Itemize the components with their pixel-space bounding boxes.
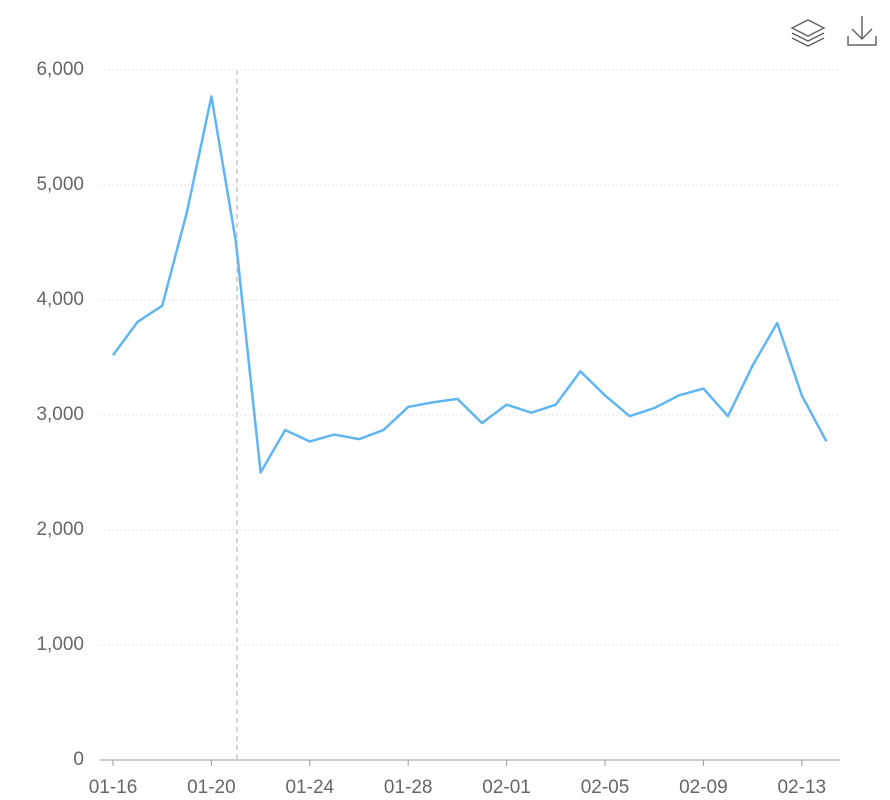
y-tick-label: 4,000 — [36, 289, 84, 310]
y-tick-label: 0 — [73, 749, 84, 770]
toolbar — [790, 16, 877, 47]
x-tick-label: 02-05 — [581, 777, 630, 798]
x-tick-label: 02-01 — [482, 777, 531, 798]
download-button[interactable] — [847, 16, 877, 46]
x-tick-label: 01-20 — [187, 777, 236, 798]
data-line — [111, 95, 828, 474]
y-tick-label: 3,000 — [36, 404, 84, 425]
y-tick-label: 1,000 — [36, 634, 84, 655]
x-tick-label: 01-28 — [384, 777, 433, 798]
stack-toggle-button[interactable] — [790, 19, 826, 47]
x-tick-label: 01-24 — [285, 777, 334, 798]
x-tick-label: 01-16 — [89, 777, 138, 798]
x-tick-label: 02-13 — [777, 777, 826, 798]
x-tick-label: 02-09 — [679, 777, 728, 798]
y-tick-label: 2,000 — [36, 519, 84, 540]
y-tick-label: 6,000 — [36, 59, 84, 80]
y-tick-label: 5,000 — [36, 174, 84, 195]
